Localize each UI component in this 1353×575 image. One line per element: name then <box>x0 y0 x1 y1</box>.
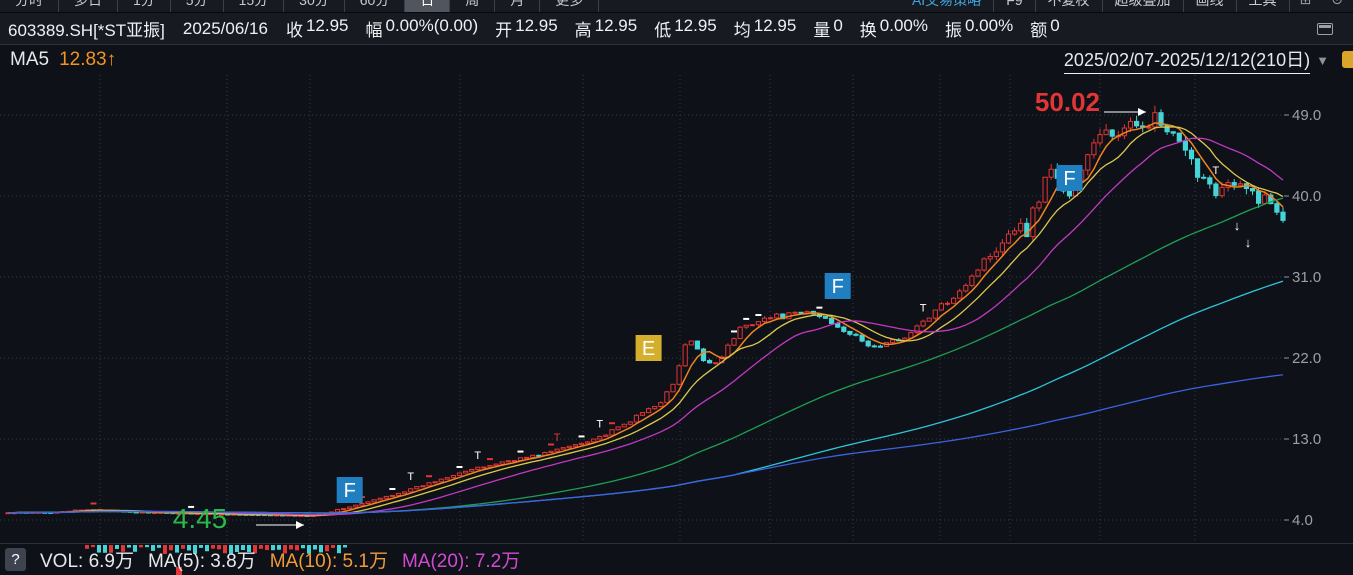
toolbar-item[interactable]: 超级叠加 <box>1103 0 1184 12</box>
y-axis-label: 31.0 <box>1292 269 1321 286</box>
low-price-callout: 4.45 <box>173 503 228 534</box>
sell-arrow-mark: ↓ <box>1245 235 1252 250</box>
signal-marker-F[interactable]: F <box>1056 165 1083 191</box>
period-tab-bar: 分时多日1分5分15分30分60分日周月更多 AI交易策略F9不复权超级叠加画线工… <box>0 0 1353 13</box>
y-axis-label: 13.0 <box>1292 431 1321 448</box>
high-price-callout: 50.02 <box>1035 87 1100 117</box>
quote-field-低: 低 12.95 <box>654 16 717 40</box>
y-axis-label: 22.0 <box>1292 350 1321 367</box>
quote-field-均: 均 12.95 <box>733 16 797 40</box>
date-range-selector[interactable]: 2025/02/07-2025/12/12(210日) <box>1063 46 1311 74</box>
chart-header: MA5 12.83↑ 2025/02/07-2025/12/12(210日) ▼ <box>0 45 1353 75</box>
volume-legend-item: MA(10): 5.1万 <box>269 551 388 572</box>
quote-field-换: 换 0.00% <box>859 16 928 40</box>
signal-marker-F[interactable]: F <box>824 273 851 299</box>
tab-30分[interactable]: 30分 <box>284 0 345 12</box>
y-axis-label: 49.0 <box>1292 107 1321 124</box>
quote-field-高: 高 12.95 <box>574 16 638 40</box>
svg-text:T: T <box>596 419 603 431</box>
clipped-badge[interactable] <box>1342 51 1353 68</box>
tab-60分[interactable]: 60分 <box>345 0 406 12</box>
window-icon[interactable] <box>1317 22 1333 35</box>
svg-text:T: T <box>1213 165 1220 177</box>
volume-legend-item: VOL: 6.9万 <box>40 551 134 572</box>
y-axis-label: 40.0 <box>1292 188 1321 205</box>
help-button[interactable]: ? <box>5 548 26 571</box>
volume-bars <box>85 545 347 575</box>
tab-5分[interactable]: 5分 <box>171 0 224 12</box>
volume-legend-item: MA(20): 7.2万 <box>401 551 521 572</box>
candlestick-chart[interactable]: 49.0 40.0 31.0 22.0 13.0 4.0 T T T T T T F E F F 50.02 4.… <box>0 75 1353 543</box>
settings-icon[interactable]: ⊙ <box>1321 0 1353 12</box>
ma-line-MA120 <box>8 280 1284 514</box>
quote-field-收: 收 12.95 <box>285 16 349 40</box>
volume-pane: ? VOL: 6.9万 MA(5): 3.8万 MA(10): 5.1万 MA(20)… <box>0 543 1353 575</box>
quote-field-振: 振 0.00% <box>944 16 1014 40</box>
tab-日[interactable]: 日 <box>405 0 451 12</box>
y-axis-label: 4.0 <box>1292 512 1313 529</box>
tab-更多[interactable]: 更多 <box>540 0 600 12</box>
toolbar-item[interactable]: 不复权 <box>1036 0 1103 12</box>
toolbar-item[interactable]: 画线 <box>1184 0 1237 12</box>
svg-text:T: T <box>920 303 927 315</box>
signal-marker-F[interactable]: F <box>336 477 363 503</box>
volume-legend-item: MA(5): 3.8万 <box>148 551 256 572</box>
sell-arrow-mark: ↓ <box>1234 218 1241 233</box>
tab-1分[interactable]: 1分 <box>118 0 171 12</box>
tab-多日[interactable]: 多日 <box>59 0 118 12</box>
toolbar-item[interactable]: F9 <box>994 0 1036 12</box>
tab-月[interactable]: 月 <box>495 0 541 12</box>
stock-info-bar: 603389.SH[*ST亚振] 2025/06/16 收 12.95 幅 0.00%… <box>0 13 1353 45</box>
signal-marker-E[interactable]: E <box>635 335 662 361</box>
tab-周[interactable]: 周 <box>450 0 496 12</box>
grid-icon[interactable]: ⊞ <box>1290 0 1322 12</box>
quote-field-开: 开 12.95 <box>495 16 558 40</box>
stock-symbol[interactable]: 603389.SH[*ST亚振] <box>8 21 165 40</box>
ma-line-MA10 <box>8 126 1284 516</box>
toolbar-item[interactable]: 工具 <box>1237 0 1290 12</box>
ma-line-MA5 <box>8 122 1284 517</box>
ma-line-MA20 <box>8 137 1284 516</box>
ma-line-MA250 <box>8 374 1284 514</box>
volume-legend: ? VOL: 6.9万 MA(5): 3.8万 MA(10): 5.1万 MA(20)… <box>0 544 1353 575</box>
quote-field-幅: 幅 0.00%(0.00) <box>365 16 479 40</box>
svg-text:F: F <box>1063 168 1075 190</box>
toolbar-item[interactable]: AI交易策略 <box>900 0 995 12</box>
quote-date: 2025/06/16 <box>182 18 268 38</box>
svg-text:F: F <box>344 480 356 502</box>
svg-text:E: E <box>642 338 655 360</box>
ma-value: 12.83↑ <box>59 49 117 70</box>
tab-15分[interactable]: 15分 <box>224 0 285 12</box>
svg-text:T: T <box>474 450 481 462</box>
svg-text:F: F <box>832 276 844 298</box>
tab-分时[interactable]: 分时 <box>0 0 59 12</box>
svg-text:T: T <box>554 432 561 444</box>
ma-label: MA5 <box>10 49 50 70</box>
chevron-down-icon[interactable]: ▼ <box>1316 52 1329 68</box>
svg-text:T: T <box>407 471 414 483</box>
quote-fields: 收 12.95 幅 0.00%(0.00) 开 12.95 高 12.95 低 12.95 均 12.… <box>286 16 1060 41</box>
